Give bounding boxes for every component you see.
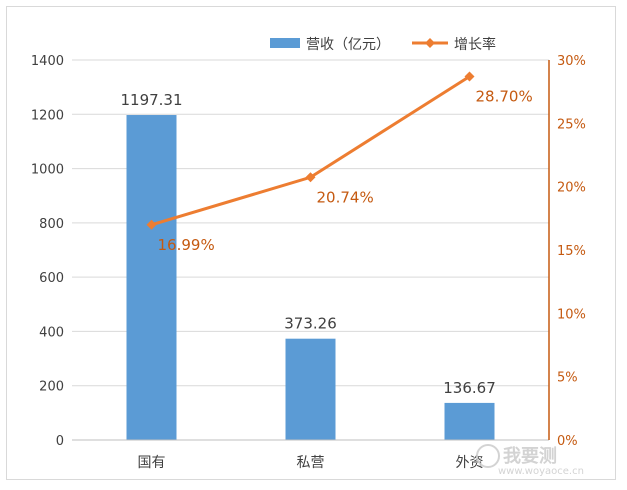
bar-data-label: 1197.31 <box>120 91 182 109</box>
bar-data-label: 136.67 <box>443 379 496 397</box>
left-tick-label: 0 <box>56 434 64 449</box>
left-tick-label: 1400 <box>31 54 64 69</box>
right-tick-label: 30% <box>557 54 586 69</box>
line-point <box>146 219 157 230</box>
bar-data-labels: 1197.31 373.26 136.67 <box>120 91 495 397</box>
left-tick-label: 200 <box>39 380 64 395</box>
bars <box>126 115 495 440</box>
category-label: 私营 <box>297 455 325 471</box>
left-tick-label: 400 <box>39 325 64 340</box>
category-label: 国有 <box>138 455 166 471</box>
line-data-label: 20.74% <box>317 188 374 206</box>
axes <box>72 60 550 441</box>
watermark: 我要测 www.woyaoce.cn <box>476 444 584 477</box>
bar <box>444 402 495 440</box>
right-tick-label: 0% <box>557 434 578 449</box>
watermark-text: 我要测 <box>503 445 557 467</box>
legend: 营收（亿元） 增长率 <box>270 36 496 53</box>
line-data-labels: 16.99% 20.74% 28.70% <box>158 87 533 253</box>
right-tick-label: 5% <box>557 371 578 386</box>
legend-line-label: 增长率 <box>454 36 496 53</box>
legend-line-marker <box>425 38 435 48</box>
bar <box>285 338 336 440</box>
watermark-url: www.woyaoce.cn <box>498 466 584 477</box>
bar-data-label: 373.26 <box>284 315 337 333</box>
right-tick-label: 10% <box>557 307 586 322</box>
left-tick-label: 1000 <box>31 163 64 178</box>
right-tick-label: 25% <box>557 117 586 132</box>
line-point <box>464 71 475 82</box>
bar <box>126 115 177 440</box>
line-data-label: 16.99% <box>158 236 215 254</box>
right-tick-label: 15% <box>557 244 586 259</box>
right-axis-ticks: 0% 5% 10% 15% 20% 25% 30% <box>557 54 586 449</box>
left-tick-label: 800 <box>39 217 64 232</box>
growth-line <box>146 71 475 230</box>
legend-bar-swatch <box>270 38 300 48</box>
line-data-label: 28.70% <box>476 87 533 105</box>
line-point <box>305 172 316 183</box>
legend-bar-label: 营收（亿元） <box>306 37 390 53</box>
category-labels: 国有 私营 外资 <box>138 455 484 471</box>
left-axis-ticks: 0 200 400 600 800 1000 1200 1400 <box>31 54 64 449</box>
right-tick-label: 20% <box>557 181 586 196</box>
left-tick-label: 1200 <box>31 108 64 123</box>
left-tick-label: 600 <box>39 271 64 286</box>
watermark-logo-icon <box>476 444 500 468</box>
growth-polyline <box>151 75 471 227</box>
